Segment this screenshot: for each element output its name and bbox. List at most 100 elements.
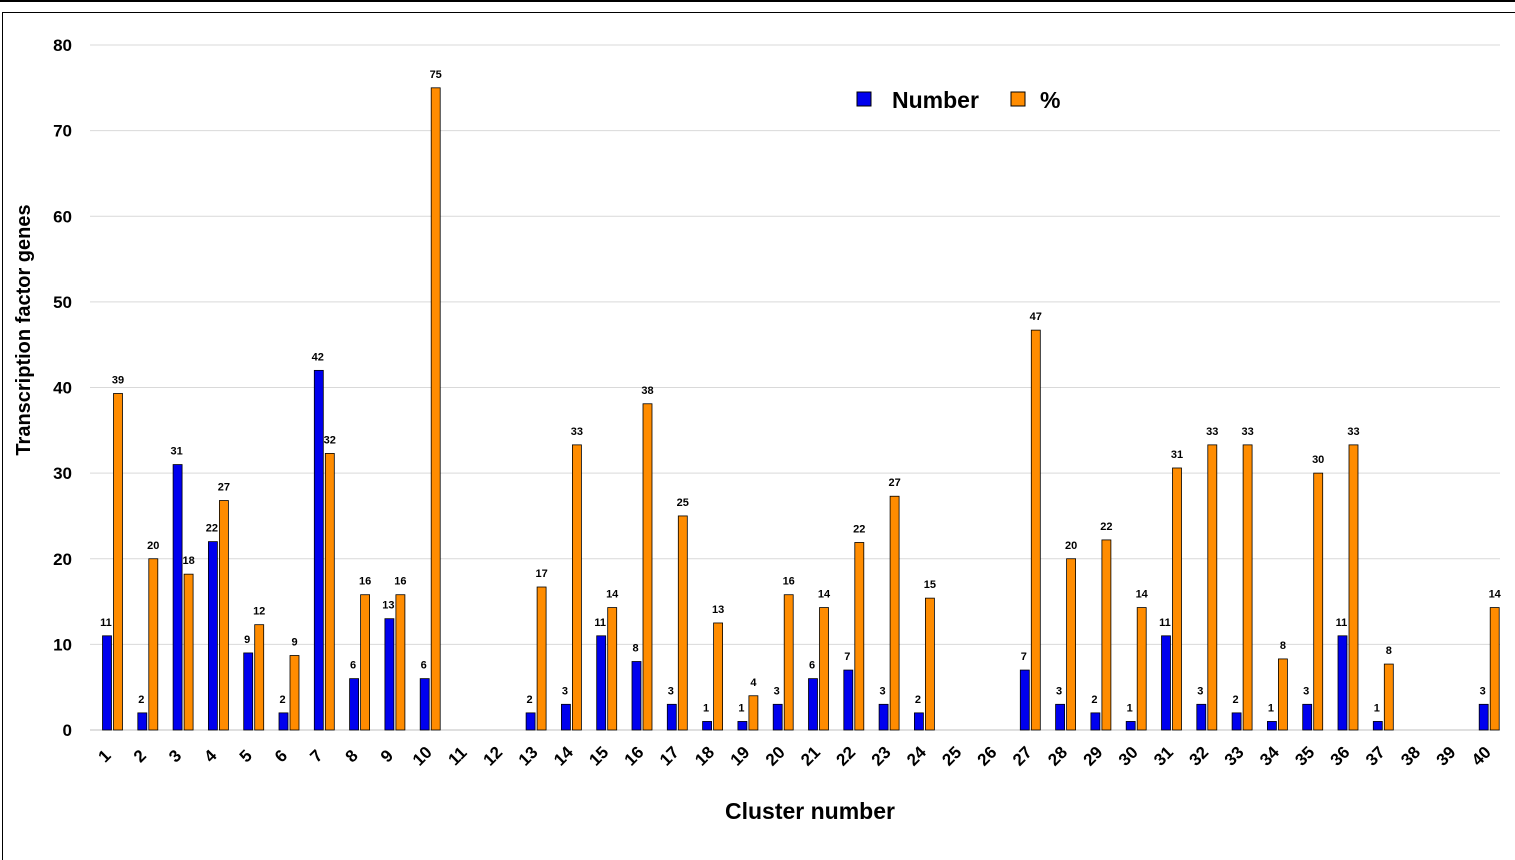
x-tick-label: 4 (200, 746, 221, 767)
bar-number (1125, 721, 1136, 731)
data-label-number: 13 (382, 600, 394, 612)
bar-percent (607, 607, 618, 731)
data-label-number: 2 (138, 694, 144, 706)
bar-number (172, 464, 183, 731)
bar-percent (925, 597, 935, 731)
data-label-number: 1 (703, 702, 709, 714)
y-tick-label: 70 (53, 122, 72, 141)
bar-percent (1172, 467, 1182, 731)
data-label-number: 3 (1197, 685, 1203, 697)
data-label-number: 3 (1303, 685, 1309, 697)
data-label-number: 3 (562, 685, 568, 697)
legend-label-number: Number (892, 87, 979, 113)
data-label-number: 11 (1336, 617, 1348, 629)
x-tick-label: 37 (1362, 743, 1389, 770)
data-label-number: 2 (279, 694, 285, 706)
x-tick-label: 3 (165, 746, 185, 766)
bar-number (102, 635, 112, 731)
bar-percent (395, 594, 406, 731)
bar-number (666, 703, 677, 731)
bar-number (278, 712, 289, 731)
data-label-percent: 12 (253, 606, 265, 618)
data-label-number: 6 (809, 660, 815, 672)
x-tick-label: 35 (1291, 743, 1318, 770)
bar-percent (148, 558, 159, 731)
chart-frame (2, 12, 1515, 860)
y-axis-ticks: 0 10 20 30 40 50 60 70 80 (53, 36, 72, 740)
bar-percent (324, 453, 335, 731)
x-tick-label: 34 (1256, 742, 1283, 769)
x-tick-label: 11 (445, 743, 471, 769)
x-tick-label: 13 (515, 743, 542, 770)
bars (102, 87, 1500, 731)
bar-number (702, 721, 712, 731)
bar-percent (889, 495, 900, 731)
bar-number (843, 669, 854, 731)
data-label-number: 6 (421, 660, 427, 672)
bar-percent (430, 87, 441, 731)
data-label-number: 1 (1127, 702, 1133, 714)
x-tick-label: 38 (1397, 743, 1424, 770)
data-label-number: 3 (668, 685, 674, 697)
x-tick-label: 15 (585, 743, 612, 770)
data-label-percent: 33 (1206, 426, 1218, 438)
bar-percent (1278, 658, 1288, 731)
bar-percent (783, 594, 794, 731)
data-label-percent: 22 (1100, 521, 1112, 533)
x-tick-label: 18 (691, 743, 718, 770)
bar-number (1337, 635, 1348, 731)
data-label-percent: 15 (924, 579, 936, 591)
x-tick-label: 29 (1080, 743, 1107, 770)
bar-percent (1313, 472, 1324, 731)
x-tick-label: 10 (409, 743, 436, 770)
bar-percent (183, 573, 194, 731)
bar-number (207, 541, 218, 731)
bar-number (419, 678, 430, 731)
x-tick-label: 9 (377, 746, 397, 766)
data-label-percent: 31 (1171, 449, 1183, 461)
bar-number (596, 635, 607, 731)
x-tick-label: 6 (271, 746, 291, 766)
bar-number (137, 712, 148, 731)
data-label-number: 11 (1159, 617, 1171, 629)
data-label-percent: 16 (359, 576, 371, 588)
x-tick-label: 32 (1186, 743, 1213, 770)
data-label-percent: 14 (606, 589, 619, 601)
bar-percent (218, 500, 229, 731)
data-label-percent: 27 (888, 477, 900, 489)
data-label-percent: 27 (218, 482, 230, 494)
data-label-number: 31 (170, 446, 182, 458)
data-label-number: 2 (915, 694, 921, 706)
data-label-number: 1 (1268, 702, 1274, 714)
legend-swatch-number (856, 91, 872, 107)
bar-number (1231, 712, 1242, 731)
bar-percent (748, 695, 759, 731)
bar-percent (536, 586, 547, 731)
data-labels: 1139220311822279122942326161316675217333… (100, 69, 1502, 715)
x-tick-label: 14 (550, 742, 577, 769)
x-axis-title: Cluster number (725, 798, 895, 824)
data-label-percent: 20 (147, 540, 159, 552)
y-tick-label: 60 (53, 207, 72, 226)
x-tick-label: 1 (95, 746, 115, 766)
data-label-number: 2 (1091, 694, 1097, 706)
legend-label-percent: % (1040, 87, 1060, 113)
data-label-number: 2 (1233, 694, 1239, 706)
legend-swatch-percent (1010, 91, 1026, 107)
bar-number (384, 618, 395, 731)
data-label-percent: 17 (535, 568, 547, 580)
x-tick-label: 40 (1468, 743, 1495, 770)
data-label-percent: 32 (324, 434, 336, 446)
data-label-percent: 22 (853, 523, 865, 535)
bar-percent (1207, 444, 1218, 731)
data-label-number: 1 (738, 702, 744, 714)
bar-number (1302, 703, 1313, 731)
bar-number (631, 661, 642, 731)
y-tick-label: 30 (53, 464, 72, 483)
bar-percent (113, 393, 123, 731)
data-label-percent: 14 (1136, 589, 1149, 601)
x-tick-label: 33 (1221, 743, 1248, 770)
bar-percent (1136, 607, 1147, 731)
data-label-number: 6 (350, 660, 356, 672)
